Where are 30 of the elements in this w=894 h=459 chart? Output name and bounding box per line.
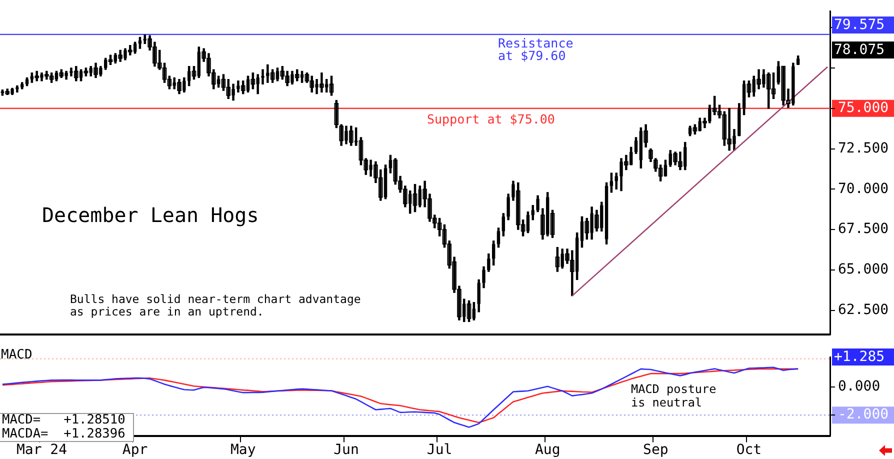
x-tick-label: Oct bbox=[736, 442, 762, 458]
x-tick-label: Mar 24 bbox=[16, 442, 68, 458]
text: 79.575 bbox=[834, 17, 885, 34]
text: 78.075 bbox=[834, 42, 885, 58]
x-tick-label: Aug bbox=[534, 442, 560, 458]
x-tick-label: May bbox=[230, 442, 256, 458]
chart-title: MACD bbox=[1, 347, 32, 362]
y-tick-label: 75.000 bbox=[838, 100, 889, 116]
text: +1.285 bbox=[834, 349, 885, 366]
annotation: Bulls have solid near-term chart advantage as prices are in an uptrend. bbox=[70, 292, 361, 318]
x-tick-label: Jun bbox=[334, 442, 359, 458]
text: December Lean Hogs bbox=[42, 203, 259, 228]
y-tick-label: 72.500 bbox=[838, 140, 889, 156]
candlestick bbox=[74, 66, 78, 82]
ref-line-label: Support at $75.00 bbox=[427, 112, 555, 127]
annotation: MACD= +1.28510 bbox=[2, 412, 126, 428]
y-tick-label: 0.000 bbox=[838, 378, 880, 395]
annotation: MACDA= +1.28396 bbox=[2, 426, 126, 442]
x-tick-label: Sep bbox=[643, 442, 668, 458]
annotation: MACD posture is neutral bbox=[631, 382, 716, 410]
y-tick-label: 65.000 bbox=[838, 262, 889, 278]
x-tick-label: Jul bbox=[426, 442, 452, 458]
candlestick bbox=[261, 69, 264, 84]
y-tick-label: 70.000 bbox=[838, 180, 889, 197]
y-tick-label: 62.500 bbox=[838, 302, 889, 318]
candlestick bbox=[294, 69, 300, 82]
y-tick-label: -2.000 bbox=[838, 406, 889, 423]
y-tick-label: 67.500 bbox=[838, 221, 889, 238]
ref-line-label: Resistance at $79.60 bbox=[498, 36, 574, 64]
x-tick-label: Apr bbox=[122, 442, 148, 458]
